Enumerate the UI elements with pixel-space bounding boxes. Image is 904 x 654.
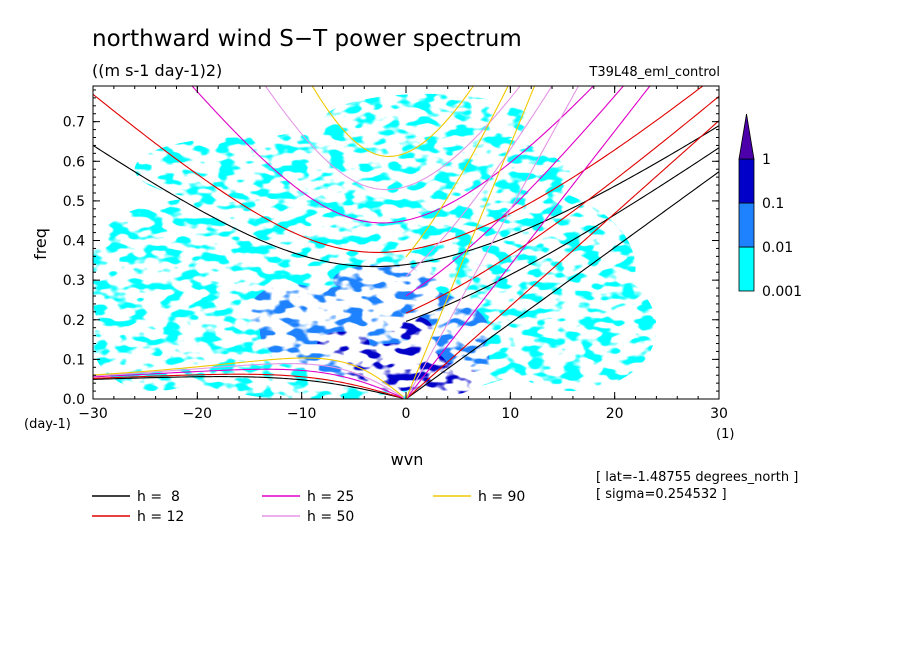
y-tick-label: 0.7 <box>63 115 85 131</box>
power-high-region <box>416 363 480 396</box>
power-low-region <box>489 264 657 392</box>
x-axis: −30 −20 −10 0 10 20 30 <box>78 86 728 422</box>
legend-label-12: h = 12 <box>137 509 184 525</box>
x-tick-label: 20 <box>606 406 624 422</box>
colorbar-label: 1 <box>762 152 771 168</box>
colorbar-label: 0.001 <box>762 284 802 300</box>
rossby-curve-12 <box>93 373 404 399</box>
gravity-curve-8 <box>93 125 719 268</box>
kelvin-curve-90 <box>405 86 536 399</box>
kelvin-curve-8 <box>405 171 719 399</box>
y-tick-label: 0.5 <box>63 194 85 210</box>
y-tick-label: 0.0 <box>63 392 85 408</box>
x-tick-label: 30 <box>710 406 728 422</box>
legend-label-8: h = 8 <box>137 489 180 505</box>
legend-label-25: h = 25 <box>307 489 354 505</box>
mrg-curve-12 <box>405 95 719 314</box>
colorbar-extend-arrow <box>738 113 755 160</box>
y-unit-label: (day-1) <box>24 417 71 432</box>
mrg-curve-90 <box>405 86 509 258</box>
kelvin-curve-25 <box>405 86 651 399</box>
rossby-curve-90 <box>93 357 404 398</box>
colorbar-band <box>738 246 755 292</box>
x-tick-label: −10 <box>287 406 317 422</box>
y-axis: 0.0 0.1 0.2 0.3 0.4 0.5 0.6 0.7 <box>63 89 719 408</box>
kelvin-curve-50 <box>405 86 580 399</box>
rossby-curve-25 <box>93 368 404 399</box>
chart-units: ((m s-1 day-1)2) <box>92 61 222 80</box>
legend: h = 8 h = 12 h = 25 h = 50 h = 90 <box>92 489 525 525</box>
rossby-curve-50 <box>93 363 404 398</box>
dispersion-curves <box>93 86 719 399</box>
power-high-region <box>317 331 370 356</box>
x-tick-label: 0 <box>402 406 411 422</box>
spectral-shading <box>93 93 657 399</box>
y-tick-label: 0.3 <box>63 273 85 289</box>
y-axis-label: freq <box>31 228 50 260</box>
power-low-region <box>322 93 532 150</box>
plot-area <box>93 86 719 399</box>
lat-annotation: [ lat=-1.48755 degrees_north ] <box>596 470 798 485</box>
sigma-annotation: [ sigma=0.254532 ] <box>596 487 727 502</box>
experiment-label: T39L48_eml_control <box>588 65 720 80</box>
colorbar-label: 0.1 <box>762 196 784 212</box>
colorbar: 0.001 0.01 0.1 1 <box>738 113 802 300</box>
mrg-curve-50 <box>405 86 553 277</box>
power-high-region <box>390 315 433 340</box>
y-tick-label: 0.2 <box>63 313 85 329</box>
kelvin-curve-12 <box>405 120 719 399</box>
colorbar-band <box>738 202 755 248</box>
gravity-curve-90 <box>311 86 474 157</box>
x-axis-label: wvn <box>391 450 424 469</box>
gravity-curve-12 <box>93 86 704 253</box>
y-tick-label: 0.1 <box>63 352 85 368</box>
power-mid-region <box>332 264 438 296</box>
noise-layer <box>93 93 657 399</box>
mrg-curve-8 <box>405 147 719 322</box>
x-tick-label: 10 <box>501 406 519 422</box>
x-tick-label: −20 <box>183 406 213 422</box>
y-tick-label: 0.4 <box>63 234 85 250</box>
x-tick-label: −30 <box>78 406 108 422</box>
rossby-curve-8 <box>93 376 404 399</box>
y-tick-label: 0.6 <box>63 154 85 170</box>
legend-label-90: h = 90 <box>478 489 525 505</box>
power-mid-region <box>249 284 333 340</box>
power-low-region <box>134 137 344 201</box>
colorbar-label: 0.01 <box>762 240 793 256</box>
mrg-curve-25 <box>405 86 625 297</box>
x-unit-label: (1) <box>716 427 734 442</box>
gravity-curve-50 <box>264 86 521 191</box>
colorbar-band <box>738 158 755 204</box>
legend-label-50: h = 50 <box>307 509 354 525</box>
chart-title: northward wind S−T power spectrum <box>92 26 522 52</box>
